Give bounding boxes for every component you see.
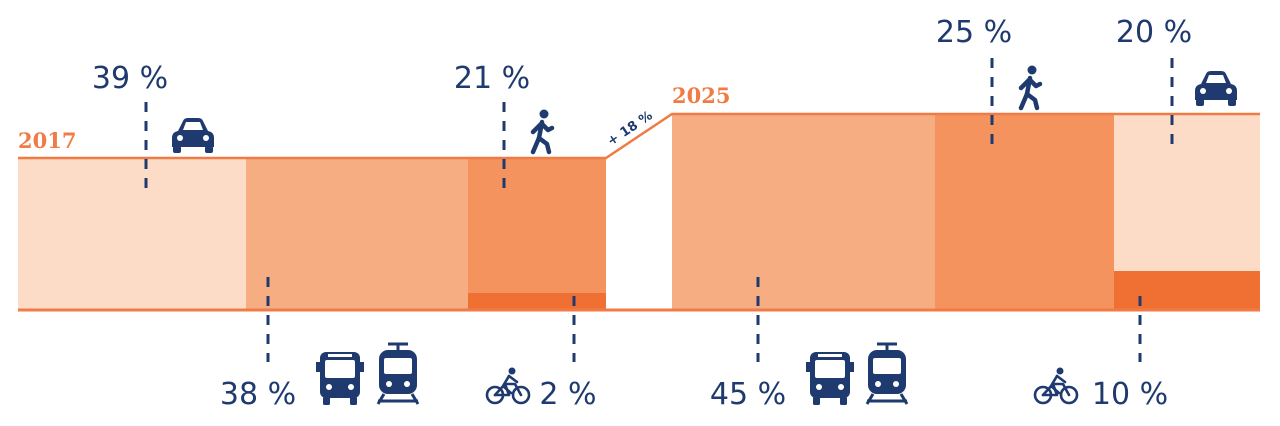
bar-2025-public-transport [672,114,935,310]
bus-icon [806,352,854,405]
bus-icon [316,352,364,405]
bar-2025-cycling [1114,271,1260,310]
bar-2025-walking [935,114,1114,310]
pedestrian-icon [530,109,555,155]
car-icon [172,118,214,153]
cyclist-icon [1033,367,1079,405]
bar-2025-car [1114,114,1260,271]
bar-2017-car [18,158,246,310]
tram-icon [865,342,909,405]
cyclist-icon [485,367,531,405]
label-2025-car: 20 % [1116,15,1192,50]
label-2017-public-transport: 38 % [220,377,296,412]
label-2017-car: 39 % [92,61,168,96]
pedestrian-icon [1018,65,1043,111]
label-2017-walking: 21 % [454,61,530,96]
total-outline [18,112,1260,160]
tram-icon [376,342,420,405]
bar-2017-walking [468,158,606,293]
car-icon [1195,71,1237,106]
label-2017-cycling: 2 % [539,377,596,412]
bar-2017-public-transport [246,158,468,310]
label-2025-walking: 25 % [936,15,1012,50]
year-label-2017: 2017 [18,128,76,153]
label-2025-public-transport: 45 % [710,377,786,412]
bar-2017-cycling [468,293,606,310]
year-label-2025: 2025 [672,83,730,108]
label-2025-cycling: 10 % [1092,377,1168,412]
